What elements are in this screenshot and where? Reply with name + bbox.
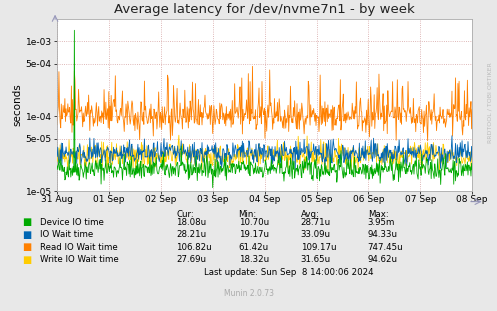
Text: 94.33u: 94.33u [368, 230, 398, 239]
Text: 3.95m: 3.95m [368, 218, 395, 227]
Text: 94.62u: 94.62u [368, 255, 398, 264]
Text: ■: ■ [22, 230, 32, 240]
Title: Average latency for /dev/nvme7n1 - by week: Average latency for /dev/nvme7n1 - by we… [114, 3, 415, 16]
Text: 747.45u: 747.45u [368, 243, 404, 252]
Text: Write IO Wait time: Write IO Wait time [40, 255, 118, 264]
Text: ■: ■ [22, 242, 32, 252]
Text: 19.17u: 19.17u [239, 230, 268, 239]
Text: 28.21u: 28.21u [176, 230, 207, 239]
Text: 109.17u: 109.17u [301, 243, 336, 252]
Y-axis label: seconds: seconds [13, 84, 23, 126]
Text: RRDTOOL / TOBI OETIKER: RRDTOOL / TOBI OETIKER [487, 62, 492, 143]
Text: 10.70u: 10.70u [239, 218, 269, 227]
Text: Munin 2.0.73: Munin 2.0.73 [224, 290, 273, 298]
Text: IO Wait time: IO Wait time [40, 230, 93, 239]
Text: Max:: Max: [368, 210, 389, 219]
Text: Read IO Wait time: Read IO Wait time [40, 243, 117, 252]
Text: ■: ■ [22, 217, 32, 227]
Text: 106.82u: 106.82u [176, 243, 212, 252]
Text: 28.71u: 28.71u [301, 218, 331, 227]
Text: 33.09u: 33.09u [301, 230, 331, 239]
Text: 31.65u: 31.65u [301, 255, 331, 264]
Text: Last update: Sun Sep  8 14:00:06 2024: Last update: Sun Sep 8 14:00:06 2024 [204, 268, 373, 276]
Text: ■: ■ [22, 255, 32, 265]
Text: Device IO time: Device IO time [40, 218, 104, 227]
Text: 18.08u: 18.08u [176, 218, 207, 227]
Text: Min:: Min: [239, 210, 257, 219]
Text: 18.32u: 18.32u [239, 255, 269, 264]
Text: Cur:: Cur: [176, 210, 194, 219]
Text: Avg:: Avg: [301, 210, 320, 219]
Text: 61.42u: 61.42u [239, 243, 269, 252]
Text: 27.69u: 27.69u [176, 255, 206, 264]
